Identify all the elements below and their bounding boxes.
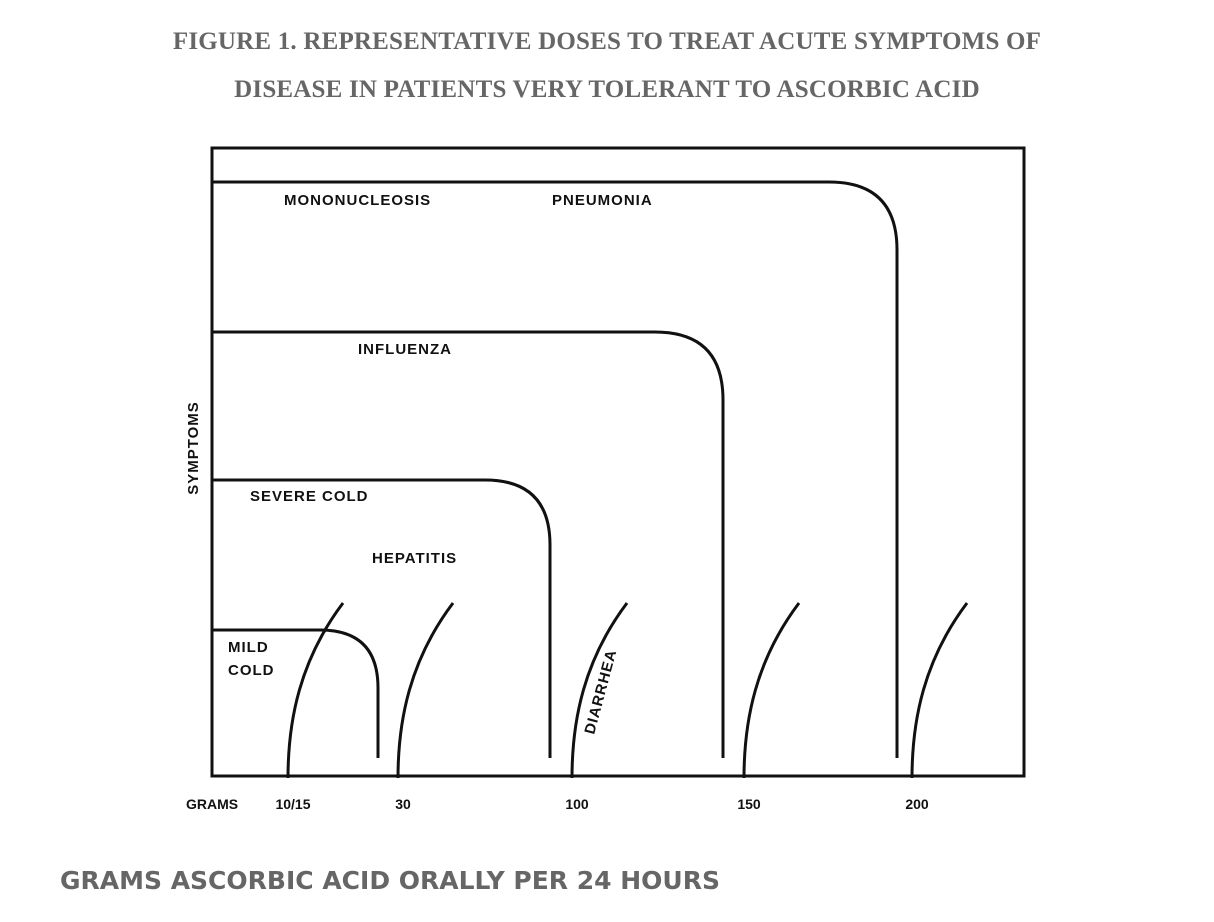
disease-labels: MILD COLD SEVERE COLD HEPATITIS INFLUENZA MON… <box>228 192 653 736</box>
chart-title-line-2: DISEASE IN PATIENTS VERY TOLERANT TO ASC… <box>234 76 980 103</box>
diarrhea-curve-2 <box>570 602 629 779</box>
diarrhea-curve-4 <box>910 602 969 779</box>
diarrhea-curve-3 <box>742 602 801 779</box>
x-tick-label-3: 150 <box>737 796 761 812</box>
symptom-curve-level-4 <box>213 180 899 758</box>
x-axis-prefix-label: GRAMS <box>186 796 238 812</box>
x-tick-labels: 10/15 30 100 150 200 <box>275 796 928 812</box>
x-tick-label-0: 10/15 <box>275 796 310 812</box>
symptom-curve-level-2 <box>213 478 552 758</box>
disease-label-influenza: INFLUENZA <box>358 341 452 358</box>
diarrhea-curve-1 <box>396 602 455 779</box>
chart-plot: MILD COLD SEVERE COLD HEPATITIS INFLUENZA MON… <box>185 146 1026 812</box>
chart-title-line-1: FIGURE 1. REPRESENTATIVE DOSES TO TREAT … <box>172 28 1042 55</box>
disease-label-mononucleosis: MONONUCLEOSIS <box>284 192 431 209</box>
disease-label-pneumonia: PNEUMONIA <box>552 192 653 209</box>
diarrhea-curves <box>286 602 969 779</box>
x-tick-label-2: 100 <box>565 796 589 812</box>
disease-label-mild-cold-line-1: MILD <box>228 639 269 656</box>
x-tick-label-1: 30 <box>395 796 411 812</box>
disease-label-mild-cold-line-2: COLD <box>228 662 275 679</box>
y-axis-label: SYMPTOMS <box>185 401 202 495</box>
symptom-curve-level-3 <box>213 330 725 758</box>
diarrhea-curve-0 <box>286 602 345 779</box>
x-axis-caption: GRAMS ASCORBIC ACID ORALLY PER 24 HOURS <box>60 866 720 895</box>
symptom-curves <box>213 180 899 758</box>
diarrhea-label: DIARRHEA <box>581 647 620 736</box>
plot-frame <box>210 146 1026 778</box>
disease-label-hepatitis: HEPATITIS <box>372 550 457 567</box>
x-tick-label-4: 200 <box>905 796 929 812</box>
disease-label-severe-cold: SEVERE COLD <box>250 488 369 505</box>
